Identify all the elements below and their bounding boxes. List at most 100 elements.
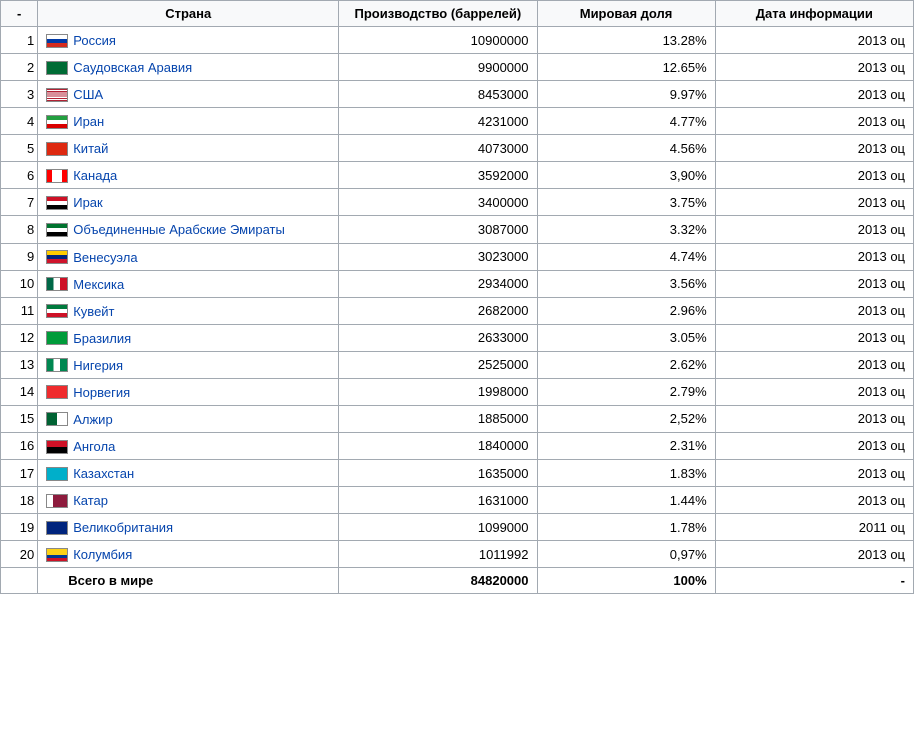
cell-rank: 13 (1, 351, 38, 378)
country-name[interactable]: Ирак (73, 195, 103, 210)
cell-rank: 6 (1, 162, 38, 189)
table-row: 9Венесуэла30230004.74%2013 оц (1, 243, 914, 270)
country-name[interactable]: Россия (73, 33, 116, 48)
country-name[interactable]: Катар (73, 493, 108, 508)
cell-country: Ирак (38, 189, 339, 216)
flag-icon (46, 358, 68, 372)
table-row: 10Мексика29340003.56%2013 оц (1, 270, 914, 297)
cell-share: 3,90% (537, 162, 715, 189)
cell-share: 2,52% (537, 405, 715, 432)
header-date[interactable]: Дата информации (715, 1, 913, 27)
cell-country: Норвегия (38, 378, 339, 405)
country-name[interactable]: Объединенные Арабские Эмираты (73, 223, 285, 238)
table-row: 2Саудовская Аравия990000012.65%2013 оц (1, 54, 914, 81)
cell-rank: 1 (1, 27, 38, 54)
header-rank[interactable]: - (1, 1, 38, 27)
table-header-row: - Страна Производство (баррелей) Мировая… (1, 1, 914, 27)
country-name[interactable]: Нигерия (73, 358, 123, 373)
country-name[interactable]: Ангола (73, 439, 115, 454)
table-row: 1Россия1090000013.28%2013 оц (1, 27, 914, 54)
cell-country: Россия (38, 27, 339, 54)
cell-production: 1998000 (339, 378, 537, 405)
cell-date: 2013 оц (715, 432, 913, 459)
table-row: 15 Алжир 18850002,52%2013 оц (1, 405, 914, 432)
cell-share: 2.62% (537, 351, 715, 378)
cell-rank: 11 (1, 297, 38, 324)
cell-date: 2013 оц (715, 162, 913, 189)
country-name[interactable]: Иран (73, 114, 104, 129)
cell-date: 2013 оц (715, 405, 913, 432)
country-name[interactable]: Алжир (73, 412, 112, 427)
country-name[interactable]: Бразилия (73, 331, 131, 346)
cell-share: 2.79% (537, 378, 715, 405)
cell-rank: 2 (1, 54, 38, 81)
cell-country: Нигерия (38, 351, 339, 378)
cell-rank: 18 (1, 487, 38, 514)
cell-production: 1631000 (339, 487, 537, 514)
cell-production: 3087000 (339, 216, 537, 243)
cell-production: 8453000 (339, 81, 537, 108)
cell-rank: 10 (1, 270, 38, 297)
country-name[interactable]: США (73, 87, 103, 102)
table-row: 17Казахстан16350001.83%2013 оц (1, 460, 914, 487)
cell-share: 4.56% (537, 135, 715, 162)
cell-country: Мексика (38, 270, 339, 297)
cell-share: 4.74% (537, 243, 715, 270)
cell-share: 13.28% (537, 27, 715, 54)
table-row: 4Иран42310004.77%2013 оц (1, 108, 914, 135)
table-row: 18Катар16310001.44%2013 оц (1, 487, 914, 514)
cell-share: 1.83% (537, 460, 715, 487)
country-name[interactable]: Венесуэла (73, 250, 137, 265)
cell-rank: 3 (1, 81, 38, 108)
table-row: 5Китай40730004.56%2013 оц (1, 135, 914, 162)
cell-share: 2.31% (537, 432, 715, 459)
cell-country-total: Всего в мире (38, 568, 339, 594)
flag-icon (46, 412, 68, 426)
header-share[interactable]: Мировая доля (537, 1, 715, 27)
cell-date: 2013 оц (715, 460, 913, 487)
country-name[interactable]: Кувейт (73, 304, 114, 319)
country-name[interactable]: Мексика (73, 277, 124, 292)
table-row: 19Великобритания10990001.78%2011 оц (1, 514, 914, 541)
table-row: 3США84530009.97%2013 оц (1, 81, 914, 108)
country-name[interactable]: Канада (73, 168, 117, 183)
table-row: 6Канада35920003,90%2013 оц (1, 162, 914, 189)
cell-production: 2934000 (339, 270, 537, 297)
cell-production: 1011992 (339, 541, 537, 568)
country-name[interactable]: Великобритания (73, 520, 173, 535)
flag-icon (46, 494, 68, 508)
cell-share: 1.44% (537, 487, 715, 514)
cell-date: 2013 оц (715, 243, 913, 270)
cell-country: Ангола (38, 432, 339, 459)
header-production[interactable]: Производство (баррелей) (339, 1, 537, 27)
cell-production: 2525000 (339, 351, 537, 378)
cell-date: 2013 оц (715, 189, 913, 216)
flag-icon (46, 250, 68, 264)
flag-icon (46, 277, 68, 291)
cell-rank (1, 568, 38, 594)
cell-date: 2013 оц (715, 297, 913, 324)
cell-country: Великобритания (38, 514, 339, 541)
flag-icon (46, 115, 68, 129)
country-name[interactable]: Норвегия (73, 385, 130, 400)
cell-share: 12.65% (537, 54, 715, 81)
cell-rank: 17 (1, 460, 38, 487)
country-name[interactable]: Казахстан (73, 466, 134, 481)
cell-production: 4073000 (339, 135, 537, 162)
cell-country: Объединенные Арабские Эмираты (38, 216, 339, 243)
cell-production: 1885000 (339, 405, 537, 432)
country-name[interactable]: Саудовская Аравия (73, 60, 192, 75)
flag-icon (46, 34, 68, 48)
cell-date: 2013 оц (715, 351, 913, 378)
country-name[interactable]: Колумбия (73, 547, 132, 562)
header-country[interactable]: Страна (38, 1, 339, 27)
table-row: 7Ирак34000003.75%2013 оц (1, 189, 914, 216)
cell-date: 2013 оц (715, 324, 913, 351)
flag-icon (46, 521, 68, 535)
cell-date: 2013 оц (715, 270, 913, 297)
country-name[interactable]: Китай (73, 141, 108, 156)
cell-rank: 15 (1, 405, 38, 432)
cell-share: 0,97% (537, 541, 715, 568)
flag-icon (46, 467, 68, 481)
cell-production: 2633000 (339, 324, 537, 351)
